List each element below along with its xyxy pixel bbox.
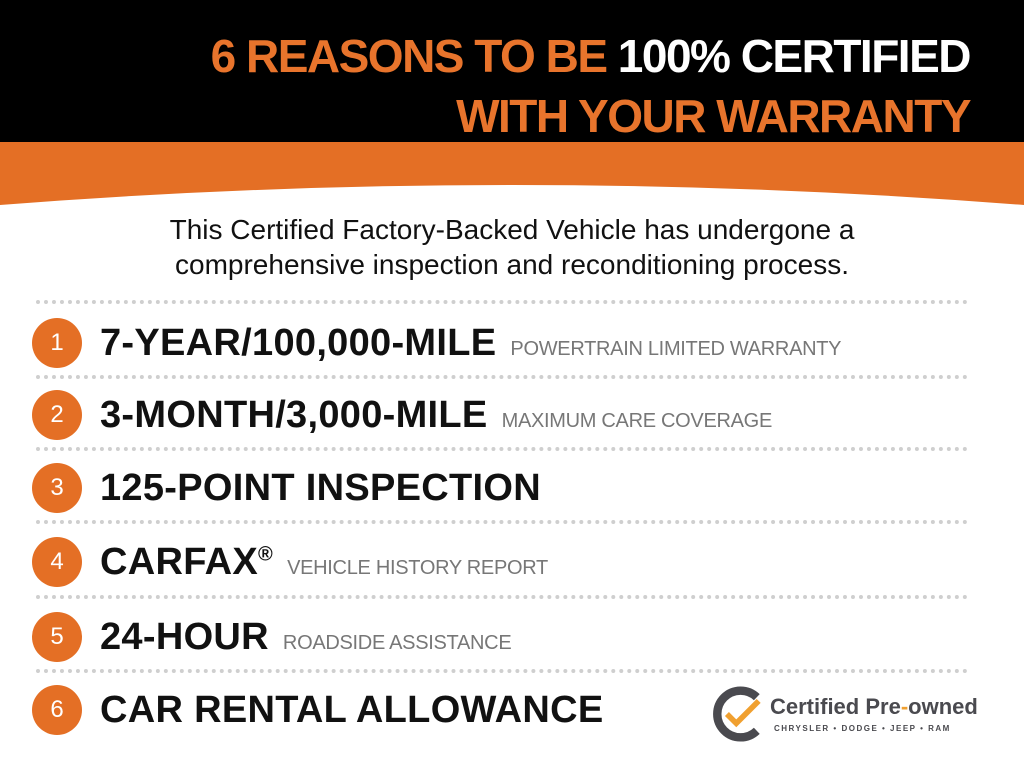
number-badge: 5	[32, 612, 82, 662]
number-badge: 2	[32, 390, 82, 440]
divider	[36, 520, 968, 524]
reason-subtitle: POWERTRAIN LIMITED WARRANTY	[510, 337, 842, 360]
intro-text: This Certified Factory-Backed Vehicle ha…	[0, 212, 1024, 282]
title-line-2: WITH YOUR WARRANTY	[456, 90, 971, 142]
reason-subtitle: VEHICLE HISTORY REPORT	[287, 556, 548, 579]
reason-item: 3 125-POINT INSPECTION	[32, 463, 541, 513]
reason-item: 6 CAR RENTAL ALLOWANCE	[32, 685, 604, 735]
certified-preowned-logo: Certified Pre-owned CHRYSLER • DODGE • J…	[712, 686, 1012, 746]
logo-dash: -	[900, 694, 909, 719]
registered-mark: ®	[258, 542, 274, 565]
number-badge: 3	[32, 463, 82, 513]
reason-subtitle: MAXIMUM CARE COVERAGE	[501, 409, 773, 432]
logo-brands: CHRYSLER • DODGE • JEEP • RAM	[774, 724, 951, 733]
reason-title: CAR RENTAL ALLOWANCE	[100, 688, 604, 731]
reason-title: 3-MONTH/3,000-MILE	[100, 393, 488, 436]
divider	[36, 300, 968, 304]
reason-title: CARFAX®	[100, 541, 273, 584]
divider	[36, 447, 968, 451]
number-badge: 6	[32, 685, 82, 735]
white-curve	[0, 185, 1024, 223]
reason-title: 7-YEAR/100,000-MILE	[100, 321, 497, 364]
number-badge: 4	[32, 537, 82, 587]
reason-title: 125-POINT INSPECTION	[100, 466, 541, 509]
check-c-icon	[713, 686, 761, 742]
reason-subtitle: ROADSIDE ASSISTANCE	[282, 631, 512, 654]
logo-text-b: owned	[908, 694, 978, 719]
reason-item: 1 7-YEAR/100,000-MILE POWERTRAIN LIMITED W…	[32, 318, 842, 368]
reason-item: 5 24-HOUR ROADSIDE ASSISTANCE	[32, 612, 512, 662]
divider	[36, 595, 968, 599]
number-badge: 1	[32, 318, 82, 368]
reason-item: 2 3-MONTH/3,000-MILE MAXIMUM CARE COVERAGE	[32, 390, 772, 440]
intro-line-1: This Certified Factory-Backed Vehicle ha…	[169, 214, 855, 245]
logo-text-a: Certified Pre	[770, 694, 901, 719]
reason-item: 4 CARFAX® VEHICLE HISTORY REPORT	[32, 537, 548, 587]
header-banner	[0, 0, 1024, 142]
title-white: 100% CERTIFIED	[617, 30, 972, 82]
title-line-1: 6 REASONS TO BE 100% CERTIFIED	[210, 28, 972, 84]
reason-title: 24-HOUR	[100, 615, 269, 658]
intro-line-2: comprehensive inspection and recondition…	[175, 249, 849, 280]
carfax-text: CARFAX	[100, 540, 259, 583]
divider	[36, 669, 968, 673]
logo-text: Certified Pre-owned	[770, 694, 978, 720]
title-orange: 6 REASONS TO BE	[210, 30, 608, 82]
divider	[36, 375, 968, 379]
